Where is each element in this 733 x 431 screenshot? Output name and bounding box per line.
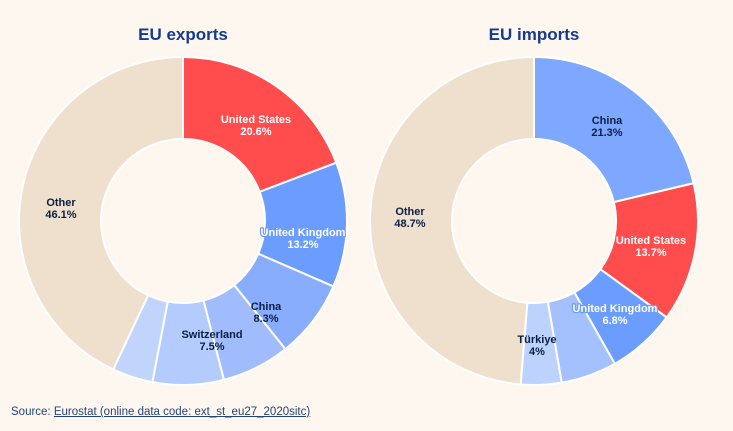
labels-imports: China 21.3% United States 13.7% United Kingd…	[394, 115, 687, 358]
slice-label-united-kingdom: United Kingdom 13.2%	[261, 227, 346, 251]
slice-label-t-rkiye: Türkiye 4%	[517, 334, 556, 358]
slice-china	[533, 55, 695, 204]
slice-label-other: Other 48.7%	[394, 206, 425, 230]
slices-exports	[18, 55, 348, 386]
slice-other	[369, 55, 535, 386]
slice-label-china: China 21.3%	[591, 115, 623, 139]
slice-label-united-states: United States 20.6%	[221, 114, 291, 138]
labels-exports: United States 20.6% United Kingdom 13.2% Chi…	[45, 113, 347, 353]
slice-label-other: Other 46.1%	[45, 197, 76, 221]
slices-imports	[369, 55, 699, 386]
source-prefix: Source:	[11, 406, 54, 418]
slice-label-united-kingdom: United Kingdom 6.8%	[573, 303, 658, 327]
slice-label-china: China 8.3%	[251, 301, 282, 325]
source-link[interactable]: Eurostat (online data code: ext_st_eu27_…	[53, 406, 311, 418]
slice-united-states	[182, 55, 338, 194]
donut-charts: EU exports United States 20.6% United King…	[18, 25, 699, 386]
chart-title-exports: EU exports	[138, 25, 228, 44]
slice-label-switzerland: Switzerland 7.5%	[181, 329, 242, 353]
slice-label-united-states: United States 13.7%	[616, 235, 686, 259]
chart-title-imports: EU imports	[489, 25, 580, 44]
source-note: Source: Eurostat (online data code: ext_…	[11, 406, 310, 418]
slice-other	[18, 55, 184, 371]
chart-eu-imports: EU imports China 21.3% United States 13.7% U…	[369, 25, 699, 386]
chart-eu-exports: EU exports United States 20.6% United King…	[18, 25, 348, 386]
